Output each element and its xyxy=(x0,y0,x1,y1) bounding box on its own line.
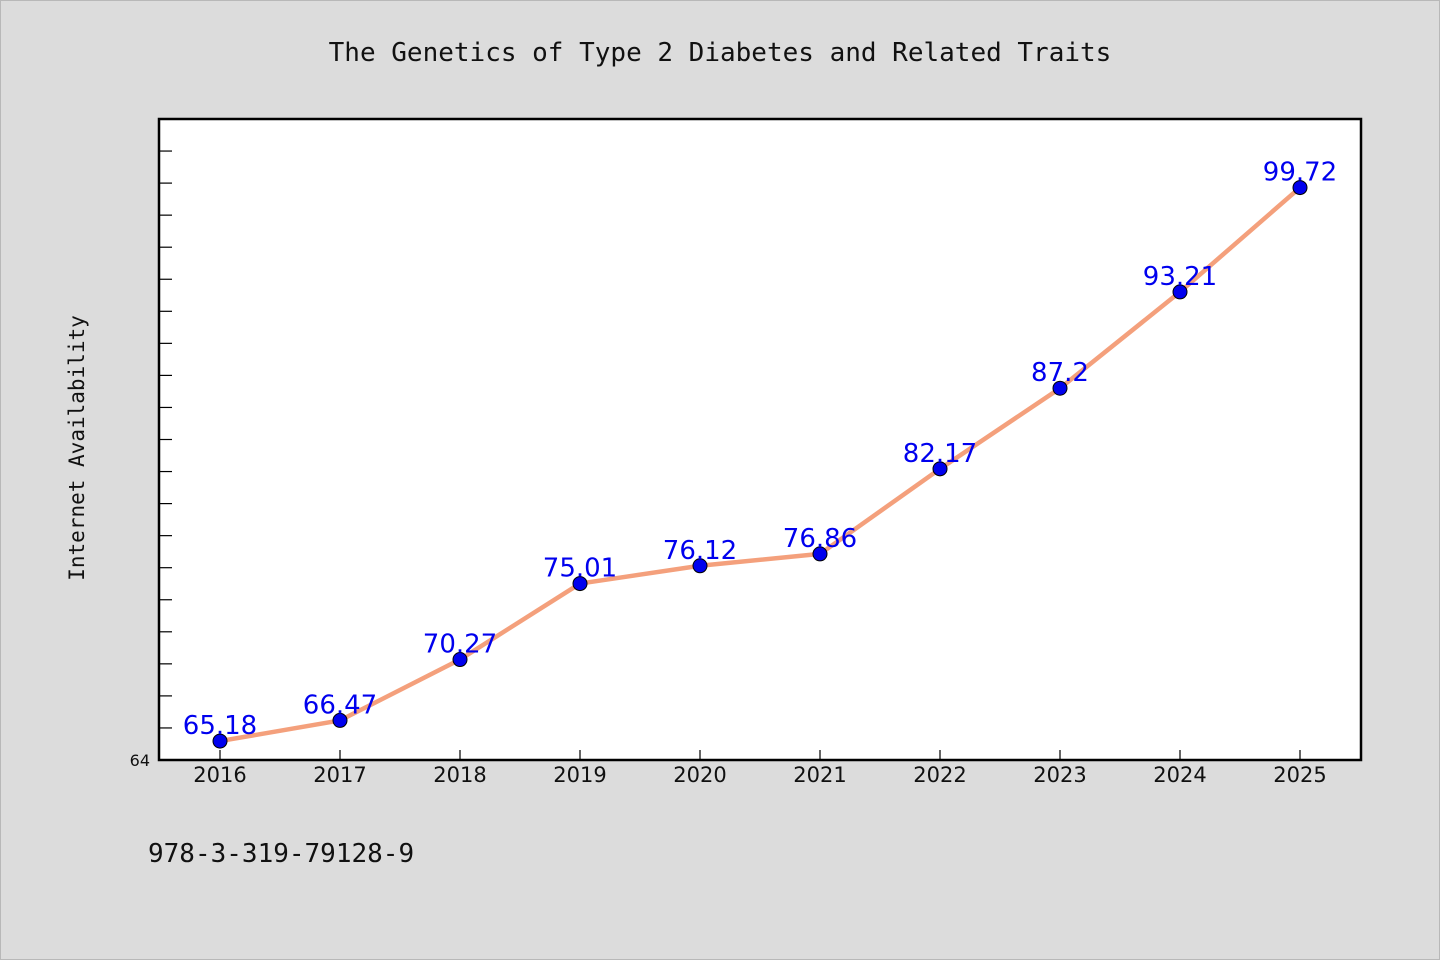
x-axis-ticks xyxy=(219,750,1301,760)
data-point xyxy=(692,558,708,574)
data-label: 87.2 xyxy=(1031,358,1089,388)
x-tick-label: 2019 xyxy=(553,763,606,787)
data-markers xyxy=(212,180,1308,749)
data-point xyxy=(1292,180,1308,196)
data-label: 76.12 xyxy=(663,536,737,566)
y-axis-ticks xyxy=(159,118,172,761)
x-tick-label: 2018 xyxy=(433,763,486,787)
chart-title: The Genetics of Type 2 Diabetes and Rela… xyxy=(329,38,1112,68)
data-point xyxy=(572,576,588,592)
x-tick-label: 2017 xyxy=(313,763,366,787)
series-line xyxy=(217,185,1303,744)
data-label: 70.27 xyxy=(423,630,497,660)
data-point xyxy=(452,652,468,668)
x-tick-label: 2022 xyxy=(913,763,966,787)
data-point xyxy=(332,712,348,728)
x-tick-label: 2020 xyxy=(673,763,726,787)
data-label: 99.72 xyxy=(1263,158,1337,188)
x-tick-label: 2021 xyxy=(793,763,846,787)
data-label: 93.21 xyxy=(1143,262,1217,292)
isbn-text: 978-3-319-79128-9 xyxy=(148,839,414,869)
data-label: 66.47 xyxy=(303,690,377,720)
data-label: 65.18 xyxy=(183,711,257,741)
y-tick-label-min: 64 xyxy=(130,751,150,770)
data-point xyxy=(1172,284,1188,300)
data-point xyxy=(212,733,228,749)
y-axis-label: Internet Availability xyxy=(65,315,89,581)
data-labels: 65.18 66.47 70.27 75.01 76.12 76.86 82.17 87.2 9… xyxy=(183,158,1337,742)
data-point xyxy=(932,461,948,477)
data-label: 76.86 xyxy=(783,524,857,554)
data-point xyxy=(812,546,828,562)
x-tick-label: 2023 xyxy=(1033,763,1086,787)
x-axis-labels: 2016 2017 2018 2019 2020 2021 2022 2023 2024 2025 xyxy=(193,763,1326,787)
data-point xyxy=(1052,380,1068,396)
x-tick-label: 2024 xyxy=(1153,763,1206,787)
data-label: 82.17 xyxy=(903,439,977,469)
x-tick-label: 2025 xyxy=(1273,763,1326,787)
data-label: 75.01 xyxy=(543,554,617,584)
plot-area xyxy=(157,117,1363,762)
x-tick-label: 2016 xyxy=(193,763,246,787)
